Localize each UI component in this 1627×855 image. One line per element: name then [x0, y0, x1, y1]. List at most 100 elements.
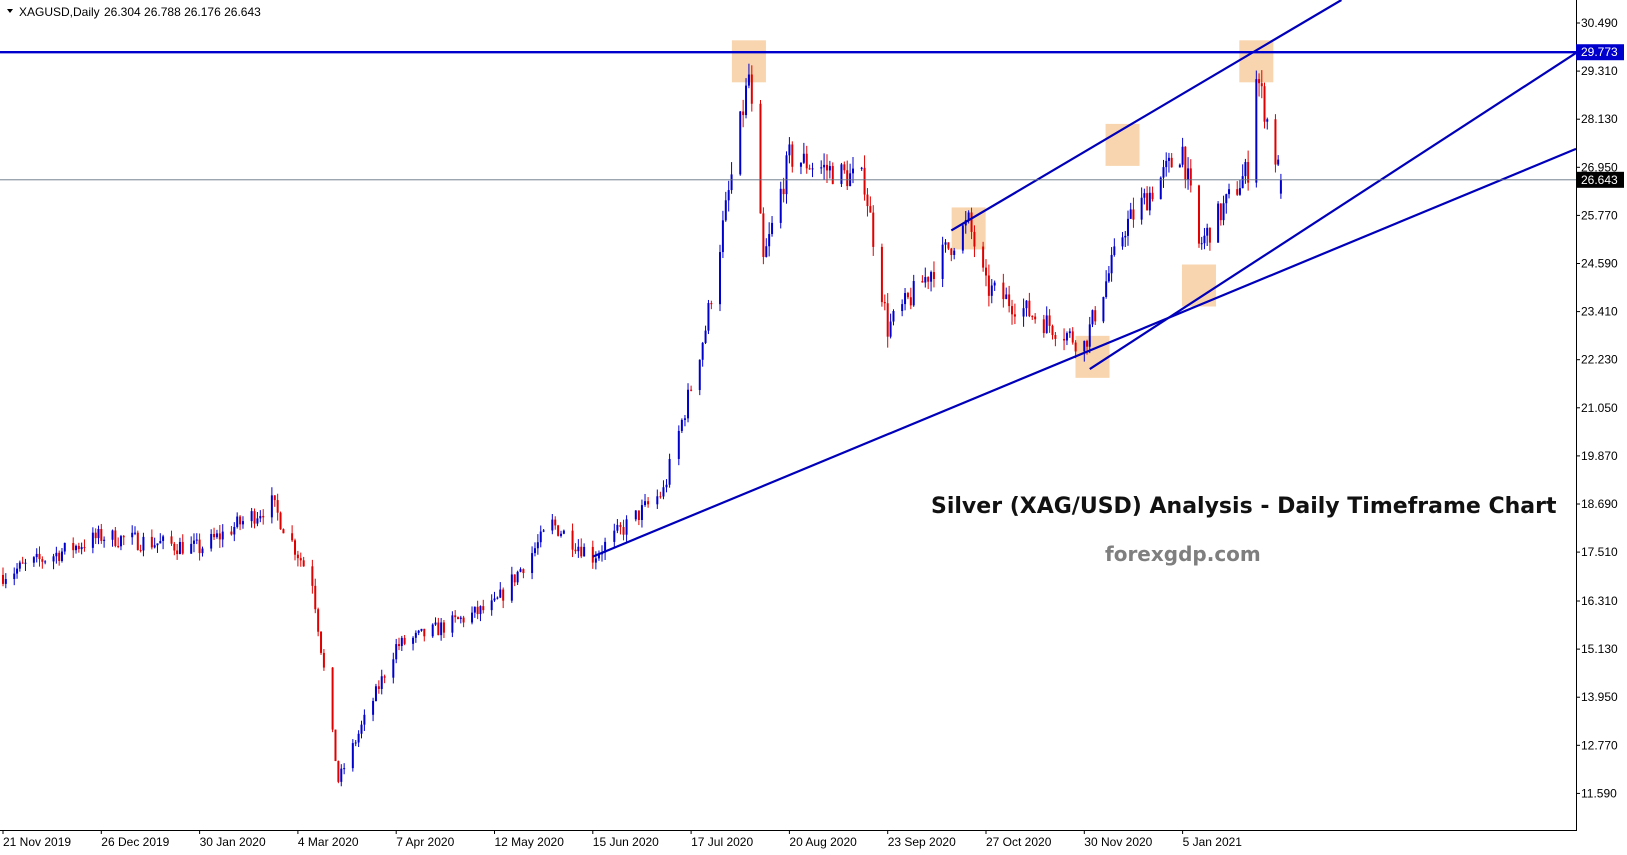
- candle: [554, 516, 557, 530]
- candle: [811, 162, 814, 178]
- candle: [1189, 159, 1192, 193]
- candle: [1013, 303, 1016, 325]
- candle: [162, 534, 165, 550]
- candle: [38, 546, 41, 567]
- candle: [1113, 238, 1116, 257]
- support-line-long[interactable]: [592, 147, 1577, 558]
- candle: [647, 497, 650, 508]
- candle: [604, 537, 607, 560]
- candle: [1181, 137, 1184, 168]
- candle: [60, 548, 63, 563]
- candle: [559, 530, 562, 538]
- candle: [230, 525, 233, 536]
- y-tick-label: 15.130: [1581, 642, 1618, 656]
- candle: [1222, 195, 1225, 226]
- candle: [625, 515, 628, 542]
- candle: [820, 160, 823, 174]
- candle: [759, 100, 762, 214]
- candle: [1107, 265, 1110, 283]
- candle: [276, 493, 279, 521]
- candle: [374, 683, 377, 702]
- candle: [591, 540, 594, 569]
- candle: [782, 177, 785, 203]
- candle: [233, 522, 236, 542]
- upper-channel-line[interactable]: [950, 0, 1342, 232]
- y-tick-label: 19.870: [1581, 449, 1618, 463]
- candle: [1002, 273, 1005, 308]
- candle: [912, 274, 915, 307]
- candle: [930, 270, 933, 292]
- candle: [299, 552, 302, 567]
- candle: [785, 151, 788, 204]
- candle: [142, 532, 145, 557]
- rising-support-line[interactable]: [1089, 52, 1577, 370]
- candle: [613, 523, 616, 549]
- candle: [320, 631, 323, 655]
- candle: [103, 536, 106, 548]
- candle: [802, 142, 805, 164]
- candle: [909, 287, 912, 310]
- candle: [279, 511, 282, 530]
- candle: [921, 275, 924, 283]
- x-tick-label: 27 Oct 2020: [986, 835, 1052, 849]
- chart-annotation-title: Silver (XAG/USD) Analysis - Daily Timefr…: [931, 494, 1557, 519]
- candle: [91, 527, 94, 554]
- candle: [1008, 285, 1011, 313]
- candle: [950, 247, 953, 262]
- candle: [363, 709, 366, 731]
- candle: [322, 649, 325, 671]
- candle: [799, 162, 802, 175]
- y-tick-label: 25.770: [1581, 208, 1618, 222]
- x-tick-label: 21 Nov 2019: [3, 835, 71, 849]
- candle: [745, 78, 748, 119]
- x-tick-label: 30 Nov 2020: [1084, 835, 1152, 849]
- dropdown-arrow-icon[interactable]: [7, 9, 13, 13]
- candle: [198, 533, 201, 561]
- candle: [828, 160, 831, 179]
- candle: [1187, 157, 1190, 190]
- candle: [192, 533, 195, 553]
- candle: [860, 166, 863, 171]
- candle: [927, 276, 930, 290]
- candle: [522, 568, 525, 579]
- candle: [680, 418, 683, 434]
- candle: [924, 267, 927, 288]
- candle: [668, 453, 671, 488]
- y-tick-label: 29.310: [1581, 64, 1618, 78]
- candle: [1274, 114, 1277, 173]
- time-axis[interactable]: 21 Nov 2019 26 Dec 2019 30 Jan 2020 4 Mar 2…: [2, 830, 1242, 849]
- candle: [41, 556, 44, 569]
- candle: [1170, 153, 1173, 168]
- candle: [493, 591, 496, 602]
- candle: [739, 110, 742, 176]
- candle: [662, 480, 665, 500]
- candle: [213, 527, 216, 541]
- x-tick-label: 23 Sep 2020: [888, 835, 956, 849]
- candle: [314, 578, 317, 614]
- candle: [869, 196, 872, 213]
- candle: [993, 280, 996, 291]
- candle: [597, 550, 600, 561]
- candle: [459, 615, 462, 624]
- candle: [94, 528, 97, 544]
- candle: [551, 513, 554, 535]
- candle: [32, 556, 35, 567]
- candle: [1102, 296, 1105, 324]
- candle: [771, 216, 774, 237]
- candle: [351, 739, 354, 772]
- candle: [150, 529, 153, 550]
- candle: [687, 383, 690, 423]
- candle: [843, 161, 846, 174]
- candle: [437, 617, 440, 636]
- x-tick-label: 4 Mar 2020: [298, 835, 359, 849]
- price-axis[interactable]: 30.490 29.310 28.130 26.950 25.770 24.590 23.4…: [1576, 16, 1618, 800]
- candle: [516, 570, 519, 585]
- y-tick-label: 26.950: [1581, 160, 1618, 174]
- candle: [52, 553, 55, 570]
- candle: [765, 238, 768, 258]
- candle: [536, 534, 539, 555]
- candle: [431, 623, 434, 638]
- candle: [111, 529, 114, 547]
